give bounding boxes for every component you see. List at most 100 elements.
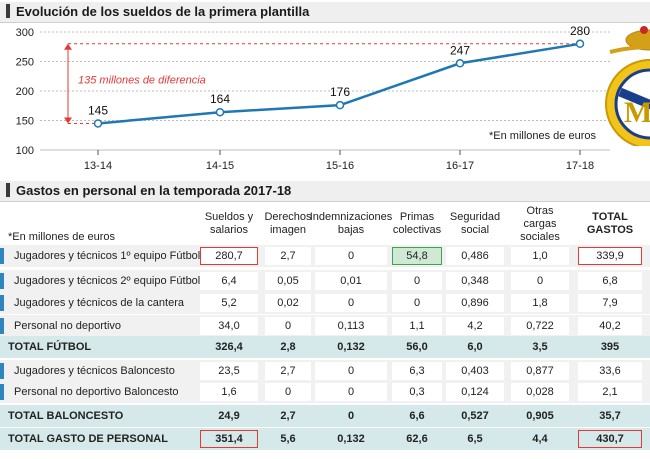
y-tick-label: 100 [16,145,34,157]
x-tick-label: 13-14 [84,160,112,172]
table-row: Jugadores y técnicos 2º equipo Fútbol 6,4… [0,270,650,292]
data-point [215,107,225,117]
table-cell: 24,9 [218,410,240,422]
table-cell: 0,486 [446,247,504,265]
table-cell: 40,2 [578,317,642,335]
x-tick-label: 15-16 [326,160,354,172]
table-row: Jugadores y técnicos de la cantera 5,2 0,0… [0,292,650,314]
table-cell: 6,6 [409,410,425,422]
row-marker [0,363,4,379]
table-total-row: TOTAL GASTO DE PERSONAL 351,4 5,6 0,132 62,6… [0,428,650,450]
chart-title-text: Evolución de los sueldos de la primera p… [16,4,310,19]
y-tick-label: 150 [16,116,34,128]
table-cell: 6,3 [392,362,442,380]
data-label: 145 [88,103,108,117]
table-cell: 5,2 [200,294,258,312]
table-cell: 54,8 [392,247,442,265]
row-marker [0,248,4,264]
table-cell: 62,6 [406,433,428,445]
table-title-text: Gastos en personal en la temporada 2017-… [16,183,292,198]
table-cell: 0,124 [446,383,504,401]
table-cell: 4,2 [446,317,504,335]
row-label: TOTAL GASTO DE PERSONAL [8,433,168,445]
table-cell: 0 [347,410,355,422]
table-total-row: TOTAL FÚTBOL 326,4 2,8 0,132 56,0 6,0 3,5 395 [0,336,650,358]
table-cell: 2,7 [280,410,296,422]
data-label: 176 [330,85,350,99]
table-cell: 326,4 [215,341,243,353]
table-cell: 0 [265,383,311,401]
column-header: Otras cargas sociales [520,204,560,243]
table-cell: 6,5 [467,433,483,445]
data-label: 164 [210,92,230,106]
table-cell: 2,8 [280,341,296,353]
y-tick-label: 250 [16,57,34,69]
column-header: Sueldos y salarios [204,211,254,236]
table-cell: 0 [265,317,311,335]
table-row: Jugadores y técnicos 1º equipo Fútbol 280… [0,245,650,267]
row-marker [0,295,4,311]
column-header: Derechos imagen [264,211,312,236]
table-cell: 35,7 [599,410,621,422]
table-cell: 6,0 [467,341,483,353]
chart-units-note: *En millones de euros [489,130,597,142]
table-cell: 56,0 [406,341,428,353]
table-cell: 0 [315,294,387,312]
difference-annotation: 135 millones de diferencia [78,75,206,87]
table-cell: 1,1 [392,317,442,335]
table-cell: 0,02 [265,294,311,312]
table-cell: 34,0 [200,317,258,335]
table-cell: 2,1 [578,383,642,401]
table-cell: 0 [392,272,442,290]
table-cell: 0,877 [511,362,569,380]
row-label: Personal no deportivo Baloncesto [14,386,179,398]
salary-line-chart: 100 150 200 250 300 13-14 14-15 15-16 16-17 17-18… [16,24,610,172]
row-label: Personal no deportivo [14,320,122,332]
arrow-up [64,43,72,50]
table-cell: 0 [392,294,442,312]
row-marker [0,273,4,289]
row-label: Jugadores y técnicos 2º equipo Fútbol [14,275,201,287]
data-point [335,100,345,110]
real-madrid-crest-logo: M [602,22,650,151]
table-cell: 0,722 [511,317,569,335]
table-cell: 0,01 [315,272,387,290]
table-cell: 0 [315,383,387,401]
table-cell: 1,8 [511,294,569,312]
table-cell: 0,527 [461,410,489,422]
row-label: TOTAL BALONCESTO [8,410,124,422]
row-label: TOTAL FÚTBOL [8,341,92,353]
data-point [575,39,585,49]
table-cell: 0,05 [265,272,311,290]
svg-text:M: M [624,96,650,129]
table-cell: 2,7 [265,247,311,265]
units-note: *En millones de euros [8,231,116,243]
data-point [455,59,465,68]
table-cell: 430,7 [578,430,642,448]
x-tick-label: 14-15 [206,160,234,172]
table-cell: 0,132 [337,341,365,353]
table-cell: 0,348 [446,272,504,290]
row-label: Jugadores y técnicos 1º equipo Fútbol [14,250,201,262]
table-total-row: TOTAL BALONCESTO 24,9 2,7 0 6,6 0,527 0,905 35,… [0,405,650,427]
column-header: TOTAL GASTOS [586,211,634,236]
table-cell: 1,0 [511,247,569,265]
table-cell: 0 [315,247,387,265]
y-tick-label: 200 [16,86,34,98]
table-cell: 6,8 [578,272,642,290]
table-cell: 280,7 [200,247,258,265]
x-tick-label: 16-17 [446,160,474,172]
data-label: 280 [570,24,590,38]
table-cell: 351,4 [200,430,258,448]
table-cell: 0,896 [446,294,504,312]
table-row: Personal no deportivo Baloncesto 1,6 0 0 0,3… [0,381,650,403]
row-marker [0,384,4,400]
data-label: 247 [450,43,470,57]
column-header: Indemnizaciones bajas [309,211,393,236]
table-cell: 0 [511,272,569,290]
table-cell: 0,028 [511,383,569,401]
column-header: Primas colectivas [392,211,442,236]
data-point [93,119,103,128]
table-cell: 0 [315,362,387,380]
table-cell: 0,905 [526,410,554,422]
